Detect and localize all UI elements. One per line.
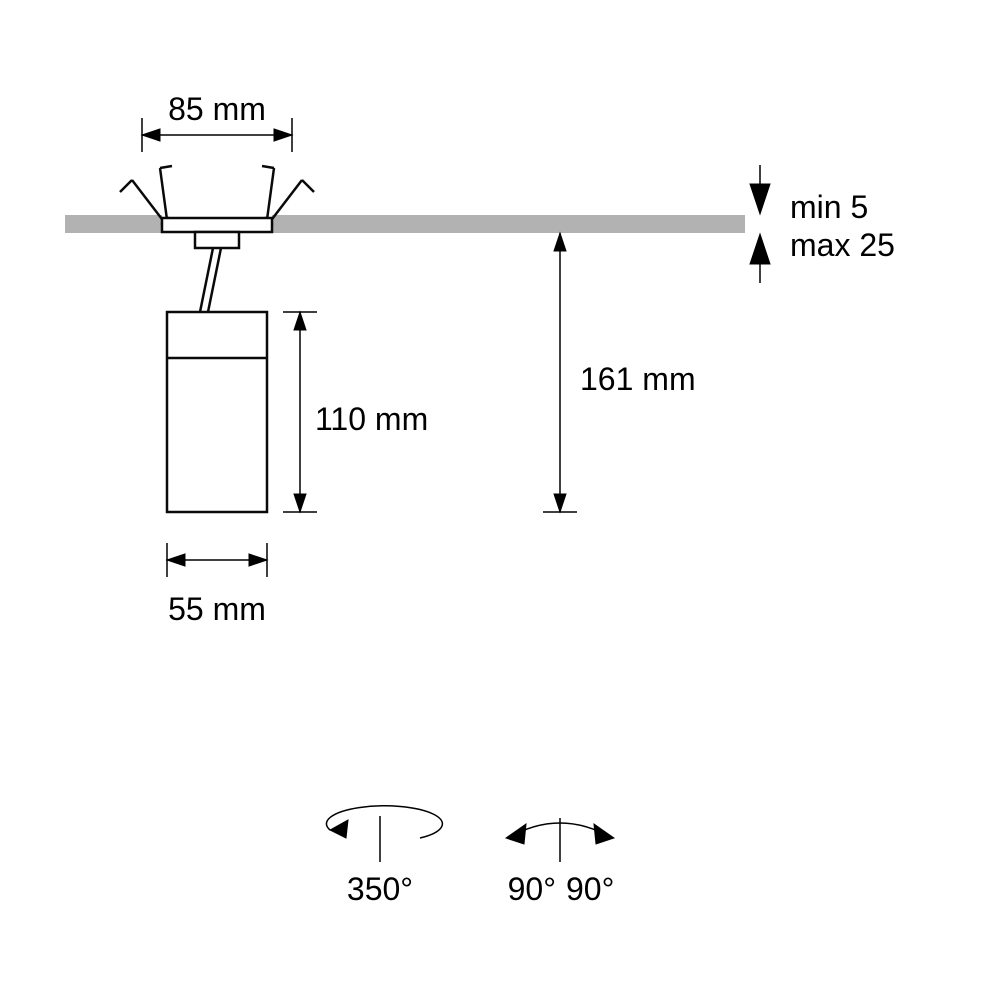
light-body	[167, 312, 267, 512]
label-ceiling-max: max 25	[790, 227, 895, 263]
label-mount-width: 85 mm	[168, 91, 266, 127]
label-ceiling-min: min 5	[790, 189, 868, 225]
dim-body-diameter: 55 mm	[167, 543, 267, 627]
label-body-diameter: 55 mm	[168, 591, 266, 627]
rotation-pan: 350°	[326, 806, 442, 907]
dim-total-drop: 161 mm	[543, 233, 696, 512]
label-tilt-right: 90°	[566, 871, 614, 907]
dim-ceiling-thickness: min 5 max 25	[750, 165, 895, 283]
mounting-clips	[120, 166, 314, 312]
label-body-height: 110 mm	[315, 401, 428, 437]
rotation-tilt: 90° 90°	[506, 818, 614, 907]
dim-mount-width: 85 mm	[142, 91, 292, 152]
label-pan: 350°	[347, 871, 413, 907]
dimension-diagram: 85 mm 110 mm 161	[0, 0, 1000, 1000]
label-total-drop: 161 mm	[580, 361, 696, 397]
label-tilt-left: 90°	[508, 871, 556, 907]
dim-body-height: 110 mm	[283, 312, 428, 512]
